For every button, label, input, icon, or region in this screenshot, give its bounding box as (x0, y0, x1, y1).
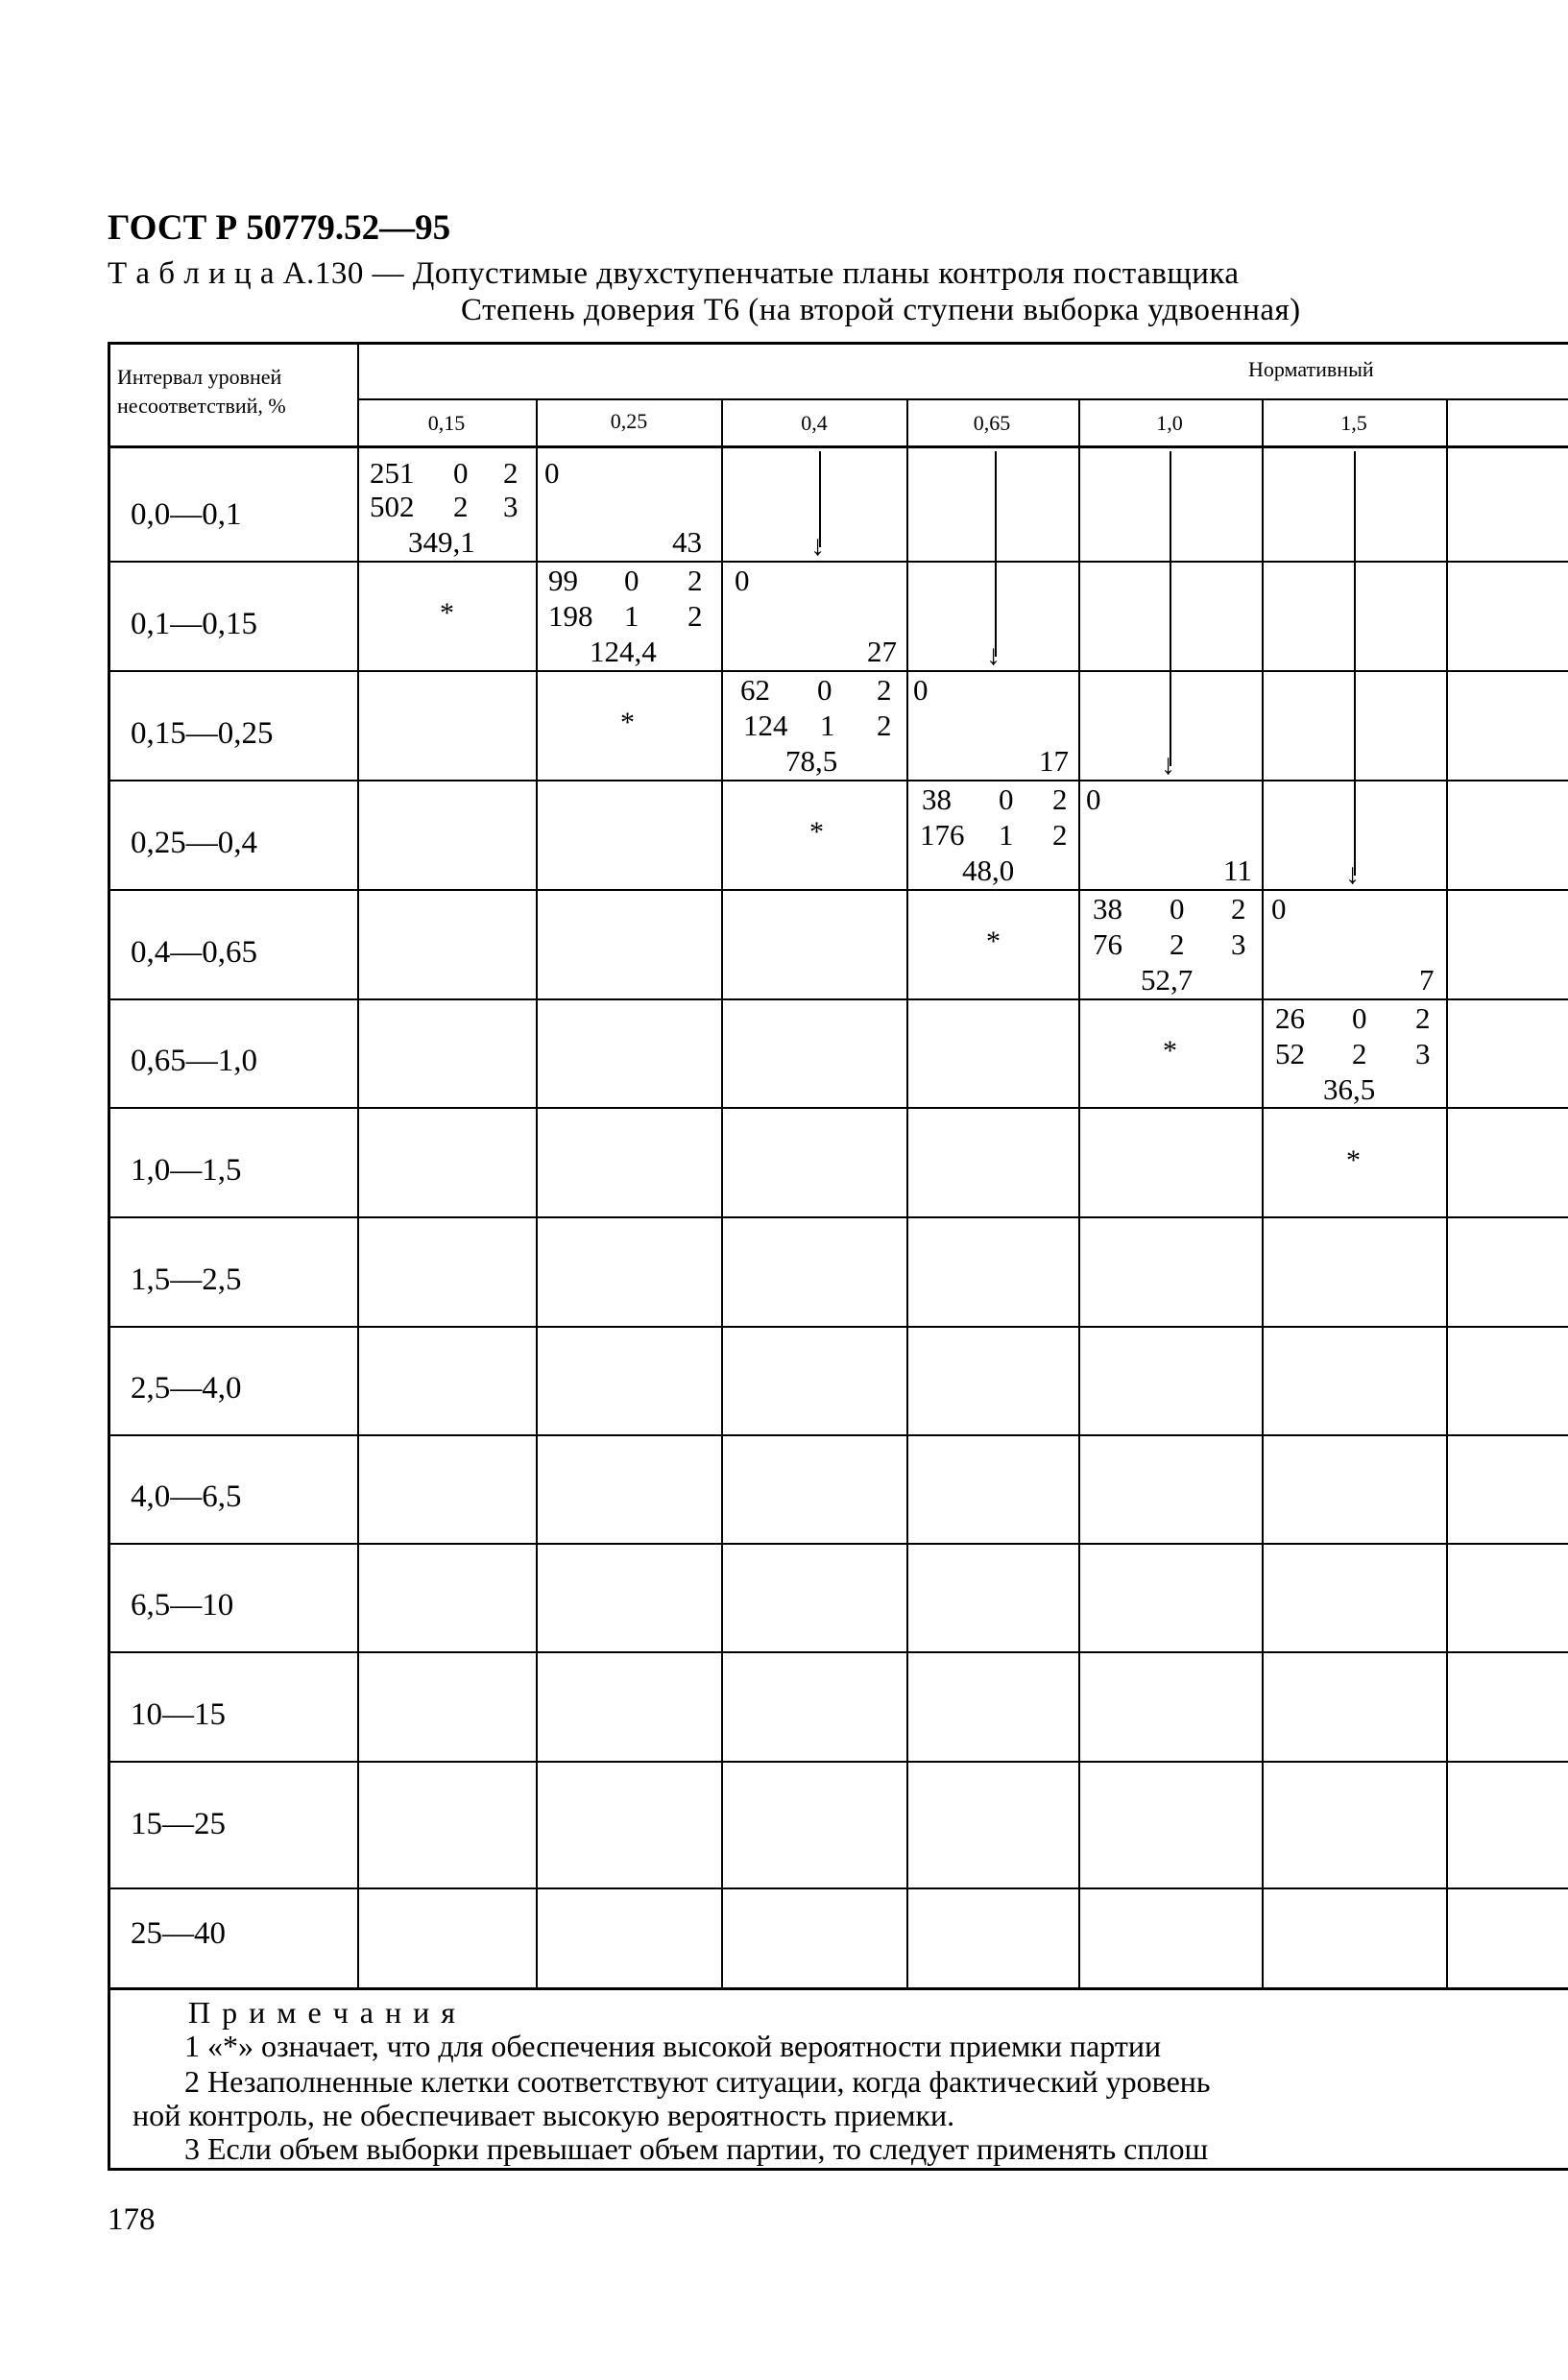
row-label: 0,1—0,15 (131, 607, 257, 641)
star-marker: * (620, 707, 635, 738)
column-header: 1,0 (1156, 411, 1183, 435)
header-divider (357, 398, 1568, 400)
row-label: 1,5—2,5 (131, 1262, 242, 1297)
row-divider (108, 889, 1568, 891)
down-arrow-icon: ↓ (810, 530, 825, 562)
star-marker: * (1346, 1144, 1361, 1176)
down-arrow-icon: ↓ (1345, 858, 1360, 890)
header-bottom-border (108, 445, 1568, 448)
notes-bottom-border (108, 2168, 1568, 2171)
row-divider (108, 561, 1568, 563)
row-label: 25—40 (131, 1916, 226, 1951)
note-2: 2 Незаполненные клетки соответствуют сит… (184, 2064, 1211, 2099)
row-label: 0,65—1,0 (131, 1044, 257, 1078)
star-marker: * (809, 816, 824, 848)
down-arrow-icon: ↓ (1161, 749, 1175, 781)
row-divider (108, 1887, 1568, 1889)
page-number: 178 (108, 2202, 156, 2237)
table-top-border (108, 342, 1568, 345)
row-divider (108, 780, 1568, 781)
row-divider (108, 1107, 1568, 1109)
row-label: 6,5—10 (131, 1588, 234, 1623)
column-divider (1446, 398, 1448, 1987)
row-label: 2,5—4,0 (131, 1371, 242, 1406)
row-label: 0,4—0,65 (131, 935, 257, 970)
row-header-label: несоответствий, % (117, 394, 286, 418)
note-1: 1 «*» означает, что для обеспечения высо… (184, 2029, 1162, 2063)
column-divider (906, 398, 908, 1987)
row-header-label: Интервал уровней (117, 365, 282, 389)
column-header: 1,5 (1340, 411, 1367, 435)
row-label: 4,0—6,5 (131, 1479, 242, 1514)
row-divider (108, 1761, 1568, 1763)
row-label: 1,0—1,5 (131, 1153, 242, 1188)
document-id: ГОСТ Р 50779.52—95 (108, 208, 451, 248)
down-arrow-line (1170, 451, 1171, 766)
column-divider (357, 342, 359, 1987)
star-marker: * (1163, 1035, 1177, 1067)
star-marker: * (440, 597, 454, 629)
down-arrow-line (995, 451, 997, 657)
row-label: 15—25 (131, 1807, 226, 1841)
row-label: 0,15—0,25 (131, 716, 274, 751)
down-arrow-line (1354, 451, 1356, 876)
down-arrow-icon: ↓ (986, 639, 1001, 671)
row-divider (108, 998, 1568, 1000)
note-2-continued: ной контроль, не обеспечивает высокую ве… (133, 2098, 955, 2132)
down-arrow-line (819, 451, 821, 547)
column-divider (536, 398, 538, 1987)
column-header: 0,4 (801, 411, 828, 435)
table-subtitle: Степень доверия Т6 (на второй ступени вы… (461, 293, 1301, 327)
row-divider (108, 670, 1568, 672)
row-divider (108, 1434, 1568, 1436)
notes-title: П р и м е ч а н и я (188, 1995, 457, 2030)
column-header: 0,15 (427, 411, 466, 435)
table-left-border (108, 342, 110, 2171)
row-divider (108, 1326, 1568, 1328)
column-divider (1078, 398, 1080, 1987)
column-divider (721, 398, 723, 1987)
column-header: 0,65 (973, 411, 1011, 435)
row-label: 0,25—0,4 (131, 826, 257, 860)
row-label: 10—15 (131, 1697, 226, 1732)
row-label: 0,0—0,1 (131, 497, 242, 532)
column-divider (1262, 398, 1264, 1987)
table-bottom-border (108, 1987, 1568, 1990)
column-header: 0,25 (610, 409, 648, 433)
row-divider (108, 1543, 1568, 1545)
row-divider (108, 1216, 1568, 1218)
group-header: Нормативный (1248, 357, 1374, 381)
star-marker: * (986, 926, 1001, 957)
row-divider (108, 1651, 1568, 1653)
table-title: Т а б л и ц а А.130 — Допустимые двухсту… (108, 256, 1240, 291)
note-3: 3 Если объем выборки превышает объем пар… (184, 2131, 1209, 2166)
